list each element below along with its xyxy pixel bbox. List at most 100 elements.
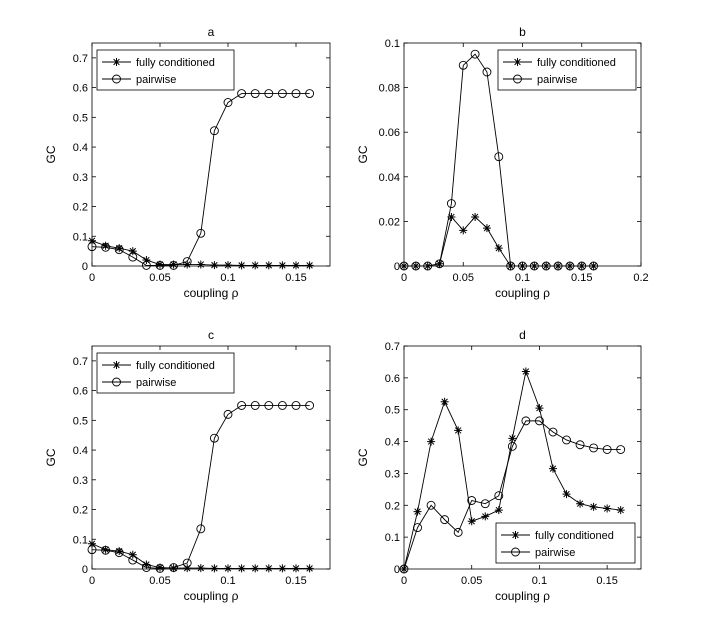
y-tick-label: 0.6 xyxy=(73,83,88,95)
circle-marker xyxy=(305,401,315,410)
circle-marker xyxy=(196,228,206,238)
circle-marker xyxy=(482,67,492,77)
legend-circle-marker xyxy=(112,74,121,84)
circle-marker xyxy=(589,261,599,271)
series-fully-conditioned xyxy=(400,212,598,270)
x-tick-label: 0.15 xyxy=(285,272,306,284)
y-tick-label: 0.1 xyxy=(73,534,88,546)
star-marker xyxy=(169,260,178,269)
legend-star-marker xyxy=(112,58,121,66)
y-tick-label: 0.4 xyxy=(385,437,400,449)
star-marker xyxy=(251,564,260,573)
chart-c: c 0 0.05 0.1 0.15 0 0.1 0.2 0.3 0.4 0.5 0.6 0.7 coupl… xyxy=(44,328,331,603)
axes-frame xyxy=(91,42,331,267)
legend-label: pairwise xyxy=(537,74,577,86)
x-tick-label: 0.1 xyxy=(220,272,235,284)
y-tick-label: 0.06 xyxy=(379,127,400,139)
x-tick-label: 0.05 xyxy=(149,272,170,284)
x-tick-label: 0 xyxy=(89,272,95,284)
star-marker xyxy=(251,261,260,270)
y-tick-label: 0.1 xyxy=(385,532,400,544)
y-axis-label: GC xyxy=(44,145,58,163)
circle-marker xyxy=(169,563,179,572)
star-marker xyxy=(603,504,612,513)
circle-marker xyxy=(155,563,165,573)
y-tick-label: 0.08 xyxy=(379,83,400,95)
circle-marker xyxy=(114,548,124,558)
circle-marker xyxy=(305,89,315,98)
y-tick-label: 0.7 xyxy=(73,356,88,368)
x-tick-label: 0.05 xyxy=(149,575,170,587)
y-tick-label: 0.6 xyxy=(73,386,88,398)
star-marker xyxy=(481,512,490,521)
circle-marker xyxy=(237,401,247,410)
circle-marker xyxy=(250,89,260,98)
y-tick-label: 0.3 xyxy=(73,172,88,184)
star-marker xyxy=(224,564,232,573)
legend: fully conditioned pairwise xyxy=(96,49,235,91)
y-tick-label: 0.2 xyxy=(73,505,88,517)
y-tick-label: 0.6 xyxy=(385,373,400,385)
series-fully-conditioned xyxy=(400,367,625,573)
x-axis-label: coupling ρ xyxy=(495,286,550,300)
y-tick-label: 0.04 xyxy=(379,172,400,184)
legend-label: pairwise xyxy=(136,74,176,86)
y-tick-label: 0.4 xyxy=(73,142,88,154)
star-marker xyxy=(508,434,517,443)
star-marker xyxy=(413,507,422,516)
circle-marker xyxy=(223,98,233,107)
circle-marker xyxy=(467,496,477,505)
star-marker xyxy=(278,261,287,270)
legend-label: pairwise xyxy=(136,377,176,389)
circle-marker xyxy=(264,89,274,98)
star-marker xyxy=(101,241,110,250)
legend-box xyxy=(96,49,235,91)
circle-marker xyxy=(182,257,192,266)
circle-marker xyxy=(141,563,151,572)
y-tick-label: 0 xyxy=(394,564,400,576)
x-tick-label: 0.2 xyxy=(633,272,648,284)
series-pairwise xyxy=(399,416,626,574)
x-tick-label: 0 xyxy=(401,575,407,587)
star-marker xyxy=(494,506,503,515)
circle-marker xyxy=(128,252,138,262)
x-tick-label: 0 xyxy=(401,272,407,284)
series-pairwise xyxy=(399,49,599,271)
y-tick-label: 0 xyxy=(394,261,400,273)
circle-marker xyxy=(209,433,219,443)
chart-title: b xyxy=(519,25,526,39)
chart-title: c xyxy=(208,328,214,342)
star-marker xyxy=(494,244,503,253)
x-tick-label: 0.15 xyxy=(596,575,617,587)
star-marker xyxy=(128,247,137,256)
star-marker xyxy=(292,564,300,573)
circle-marker xyxy=(575,440,585,450)
star-marker xyxy=(278,564,287,573)
star-marker xyxy=(616,506,625,515)
y-tick-label: 0.2 xyxy=(385,500,400,512)
y-tick-label: 0.3 xyxy=(73,475,88,487)
star-marker xyxy=(169,564,178,573)
legend-box xyxy=(497,49,637,91)
circle-marker xyxy=(470,49,480,59)
circle-marker xyxy=(480,499,490,509)
circle-marker xyxy=(399,564,409,574)
circle-marker xyxy=(128,555,138,565)
legend-circle-marker xyxy=(513,74,522,84)
axes-frame xyxy=(403,345,642,570)
series-line xyxy=(91,93,310,266)
x-tick-label: 0.15 xyxy=(285,575,306,587)
legend-label: fully conditioned xyxy=(537,57,616,69)
x-tick-label: 0.1 xyxy=(220,575,235,587)
circle-marker xyxy=(453,527,463,537)
circle-marker xyxy=(291,401,301,410)
circle-marker xyxy=(277,89,287,98)
y-tick-label: 0.7 xyxy=(385,341,400,353)
star-marker xyxy=(264,261,273,270)
series-line xyxy=(91,405,310,569)
circle-marker xyxy=(196,524,206,534)
circle-marker xyxy=(155,260,165,270)
x-axis-label: coupling ρ xyxy=(184,286,239,300)
circle-marker xyxy=(506,261,516,271)
